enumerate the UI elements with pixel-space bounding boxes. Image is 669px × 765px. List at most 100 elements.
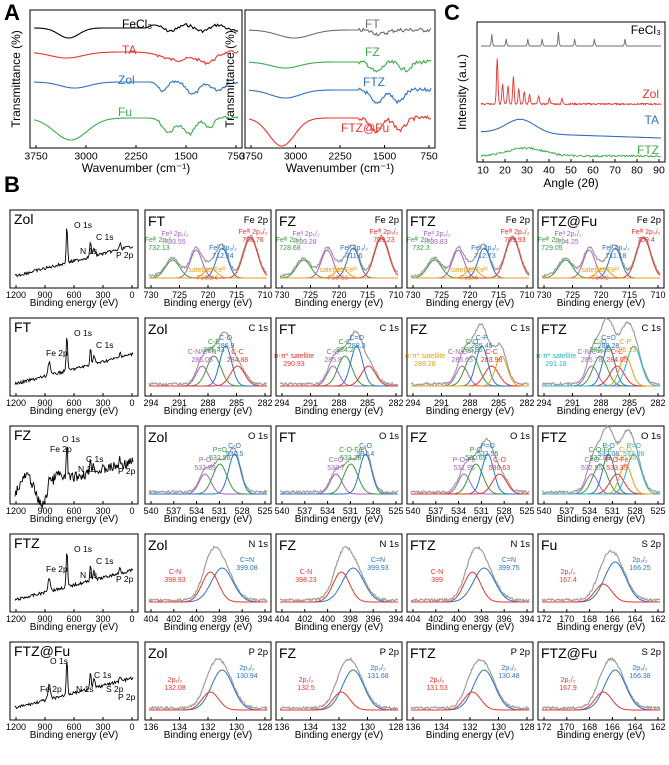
hires-4-2-tick-label: 136 (405, 722, 420, 732)
hires-4-0-tick-label: 128 (257, 722, 272, 732)
hires-1-3-tick-label: 282 (650, 398, 665, 408)
hires-1-3-tick-label: 288 (593, 398, 608, 408)
hires-1-1-tick-label: 282 (388, 398, 403, 408)
hires-2-2-peak-value-3: 530.63 (489, 465, 511, 472)
hires-2-1-peak-value-1: 533.28 (340, 455, 362, 462)
hires-1-1-region: C 1s (379, 323, 399, 334)
survey-1-tick-label: 900 (37, 398, 52, 408)
hires-3-3-tick-label: 172 (536, 614, 551, 624)
hires-3-0-tick-label: 400 (189, 614, 204, 624)
hires-1-3-tick-label: 294 (536, 398, 551, 408)
hires-3-0-frame (144, 533, 272, 613)
hires-1-1-peak-value-1: 284.2 (336, 347, 354, 354)
hires-0-3-peak-label-3: Feᴵᴵᴵ 2p₃/₂ (632, 229, 661, 236)
hires-2-1-peak-value-2: 531.4 (357, 451, 375, 458)
hires-1-0-peak-label-0: C-N/C=N (188, 349, 217, 356)
hires-4-2-envelope (410, 658, 530, 711)
hires-2-3-tick-label: 528 (628, 506, 643, 516)
hires-1-2-tick-label: 288 (462, 398, 477, 408)
hires-1-2-peak-value-1: 286.95 (461, 347, 483, 354)
hires-3-2-tick-label: 402 (428, 614, 443, 624)
survey-peak-1-0: O 1s (74, 328, 92, 338)
hires-0-1-peak-label-3: Feᴵᴵᴵ 2p₃/₂ (370, 229, 399, 236)
hires-0-1-tick-label: 725 (303, 290, 318, 300)
hires-0-1-envelope (279, 233, 399, 278)
hires-0-3-tick-label: 720 (593, 290, 608, 300)
hires-0-0-peak-label-0: Feᴵᴵ 2p₁/₂ (161, 231, 189, 238)
hires-0-1-tick-label: 715 (360, 290, 375, 300)
survey-1-tick-label: 300 (95, 398, 110, 408)
hires-1-2-peak-value-0: 285.65 (451, 357, 473, 364)
ftir-a1-series-1 (33, 50, 239, 66)
hires-2-1-peak-label-0: C=O (329, 457, 344, 464)
survey-4-tick-label: 1200 (6, 722, 26, 732)
hires-0-2-peak-value-0: 723.83 (426, 239, 448, 246)
survey-peak-2-4: P 2p (118, 466, 136, 476)
survey-spectrum-3 (14, 553, 134, 601)
hires-2-3-region: O 1s (641, 431, 661, 442)
hires-1-2-envelope (410, 322, 529, 387)
hires-3-2-peak-value-0: 399.75 (498, 565, 520, 572)
hires-2-1-region: O 1s (379, 431, 399, 442)
hires-4-1-sample: FZ (279, 645, 297, 661)
hires-0-2-sample: FTZ (410, 213, 436, 229)
hires-0-1-region: Fe 2p (375, 215, 399, 226)
hires-2-0-sample: Zol (148, 429, 167, 445)
panel-label-a: A (4, 0, 20, 25)
hires-1-0-sample: Zol (148, 321, 167, 337)
survey-0-tick-label: 900 (37, 290, 52, 300)
ftir-a1-legend-0: FeCl₃ (122, 17, 152, 31)
hires-0-2-peak-value-3: 709.93 (504, 237, 526, 244)
hires-1-1-peak-label-2: C=O (349, 335, 364, 342)
survey-4-tick-label: 900 (37, 722, 52, 732)
xrd-tick-label: 30 (521, 165, 533, 177)
xrd-tick-label: 10 (477, 165, 489, 177)
hires-3-1-tick-label: 402 (297, 614, 312, 624)
survey-2-tick-label: 600 (66, 506, 81, 516)
hires-1-0-component-0 (149, 365, 267, 387)
hires-1-1-peak-value-3: 290.93 (283, 361, 305, 368)
hires-2-2-xlabel: Binding energy (eV) (426, 514, 514, 525)
hires-4-3-envelope (541, 656, 661, 711)
hires-1-2-peak-value-4: 289.28 (414, 361, 436, 368)
ftir-a2-legend-3: FTZ@Fu (341, 121, 389, 135)
hires-2-0-tick-label: 540 (143, 506, 158, 516)
hires-1-3-peak-label-5: π-π* satellite (536, 353, 577, 360)
hires-0-1-peak-value-2: 711.6 (346, 253, 363, 260)
hires-0-3-xlabel: Binding energy (eV) (557, 298, 645, 309)
hires-4-2-peak-value-0: 130.48 (498, 673, 520, 680)
hires-2-1-sample: FT (279, 429, 297, 445)
ftir-a1-tick-label: 2250 (124, 151, 148, 163)
hires-3-2-tick-label: 396 (497, 614, 512, 624)
hires-1-3-envelope (541, 317, 661, 387)
survey-peak-3-0: O 1s (74, 544, 92, 554)
hires-0-3-peak-value-4: 714.9 (591, 275, 609, 282)
hires-1-0-tick-label: 291 (172, 398, 187, 408)
ftir-a1-tick-label: 3000 (74, 151, 98, 163)
hires-3-1-peak-value-1: 398.23 (295, 577, 317, 584)
hires-1-0-peak-value-2: 286.9 (217, 343, 235, 350)
survey-3-tick-label: 1200 (6, 614, 26, 624)
hires-1-1-xlabel: Binding energy (eV) (295, 406, 383, 417)
xrd-ylabel: Intensity (a.u.) (455, 54, 469, 130)
survey-peak-4-5: P 2p (118, 692, 136, 702)
hires-0-3-tick-label: 710 (650, 290, 665, 300)
hires-1-3-peak-value-5: 291.18 (545, 361, 567, 368)
hires-1-0-peak-label-2: C-O (219, 335, 232, 342)
hires-3-2-component-1 (411, 571, 529, 603)
hires-3-1-tick-label: 400 (320, 614, 335, 624)
ftir-a2-series-3 (248, 115, 431, 147)
survey-4-tick-label: 0 (129, 722, 134, 732)
hires-1-2-region: C 1s (510, 323, 530, 334)
survey-xlabel-1: Binding energy (eV) (30, 406, 118, 417)
survey-3-tick-label: 300 (95, 614, 110, 624)
survey-3-tick-label: 900 (37, 614, 52, 624)
hires-2-2-component-3 (411, 473, 529, 495)
survey-peak-2-3: N 1s (78, 464, 95, 474)
survey-peak-3-1: Fe 2p (46, 564, 68, 574)
hires-3-3-component-1 (542, 583, 660, 603)
hires-4-3-tick-label: 166 (605, 722, 620, 732)
hires-4-1-tick-label: 128 (388, 722, 403, 732)
panel-label-c: C (444, 0, 460, 25)
hires-4-1-tick-label: 132 (331, 722, 346, 732)
